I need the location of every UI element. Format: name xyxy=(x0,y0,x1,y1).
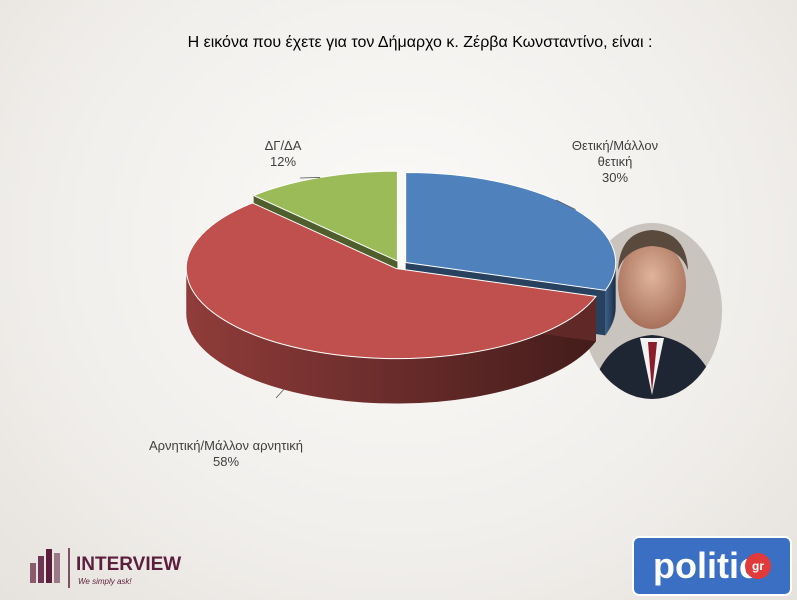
interview-logo: INTERVIEW We simply ask! xyxy=(30,548,181,588)
interview-text: INTERVIEW xyxy=(76,554,181,575)
chart-title: Η εικόνα που έχετε για τον Δήμαρχο κ. Ζέ… xyxy=(188,34,653,51)
value-label: 30% xyxy=(601,170,629,185)
leader-line xyxy=(299,177,321,179)
value-label: 12% xyxy=(269,154,297,169)
politic-logo: politic gr xyxy=(632,536,792,596)
politic-text: politic xyxy=(653,545,759,586)
pie-tops xyxy=(185,170,617,360)
slice xyxy=(185,202,597,360)
slice-side xyxy=(605,262,616,336)
leader-line xyxy=(275,389,285,399)
value-label: 58% xyxy=(212,454,240,469)
interview-tagline: We simply ask! xyxy=(78,577,132,586)
category-label: Αρνητική/Μάλλον αρνητική xyxy=(148,438,304,453)
leader-line xyxy=(555,199,576,210)
politic-suffix: gr xyxy=(752,559,764,573)
category-label: ΔΓ/ΔΑ xyxy=(264,138,302,153)
category-label: Θετική/Μάλλον θετική xyxy=(571,138,659,169)
slice-side xyxy=(186,268,596,404)
